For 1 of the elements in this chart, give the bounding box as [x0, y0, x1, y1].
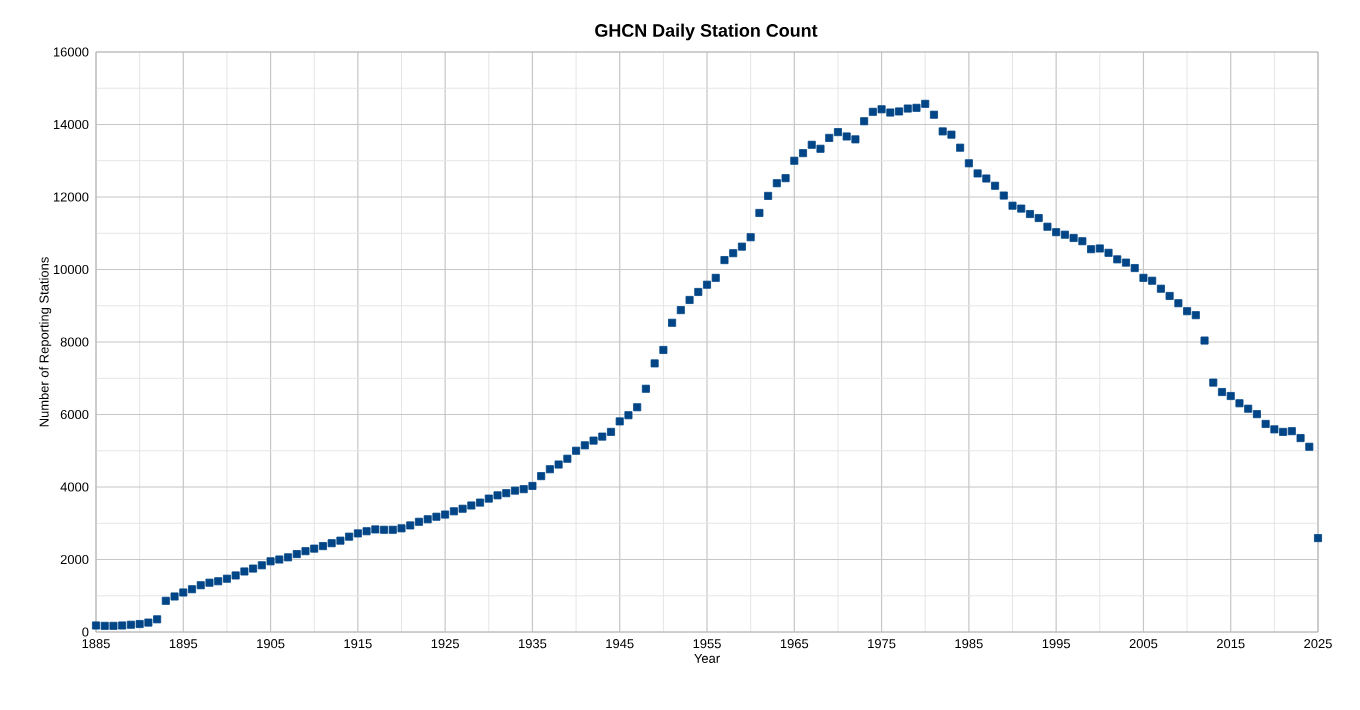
chart-title: GHCN Daily Station Count — [595, 23, 818, 41]
